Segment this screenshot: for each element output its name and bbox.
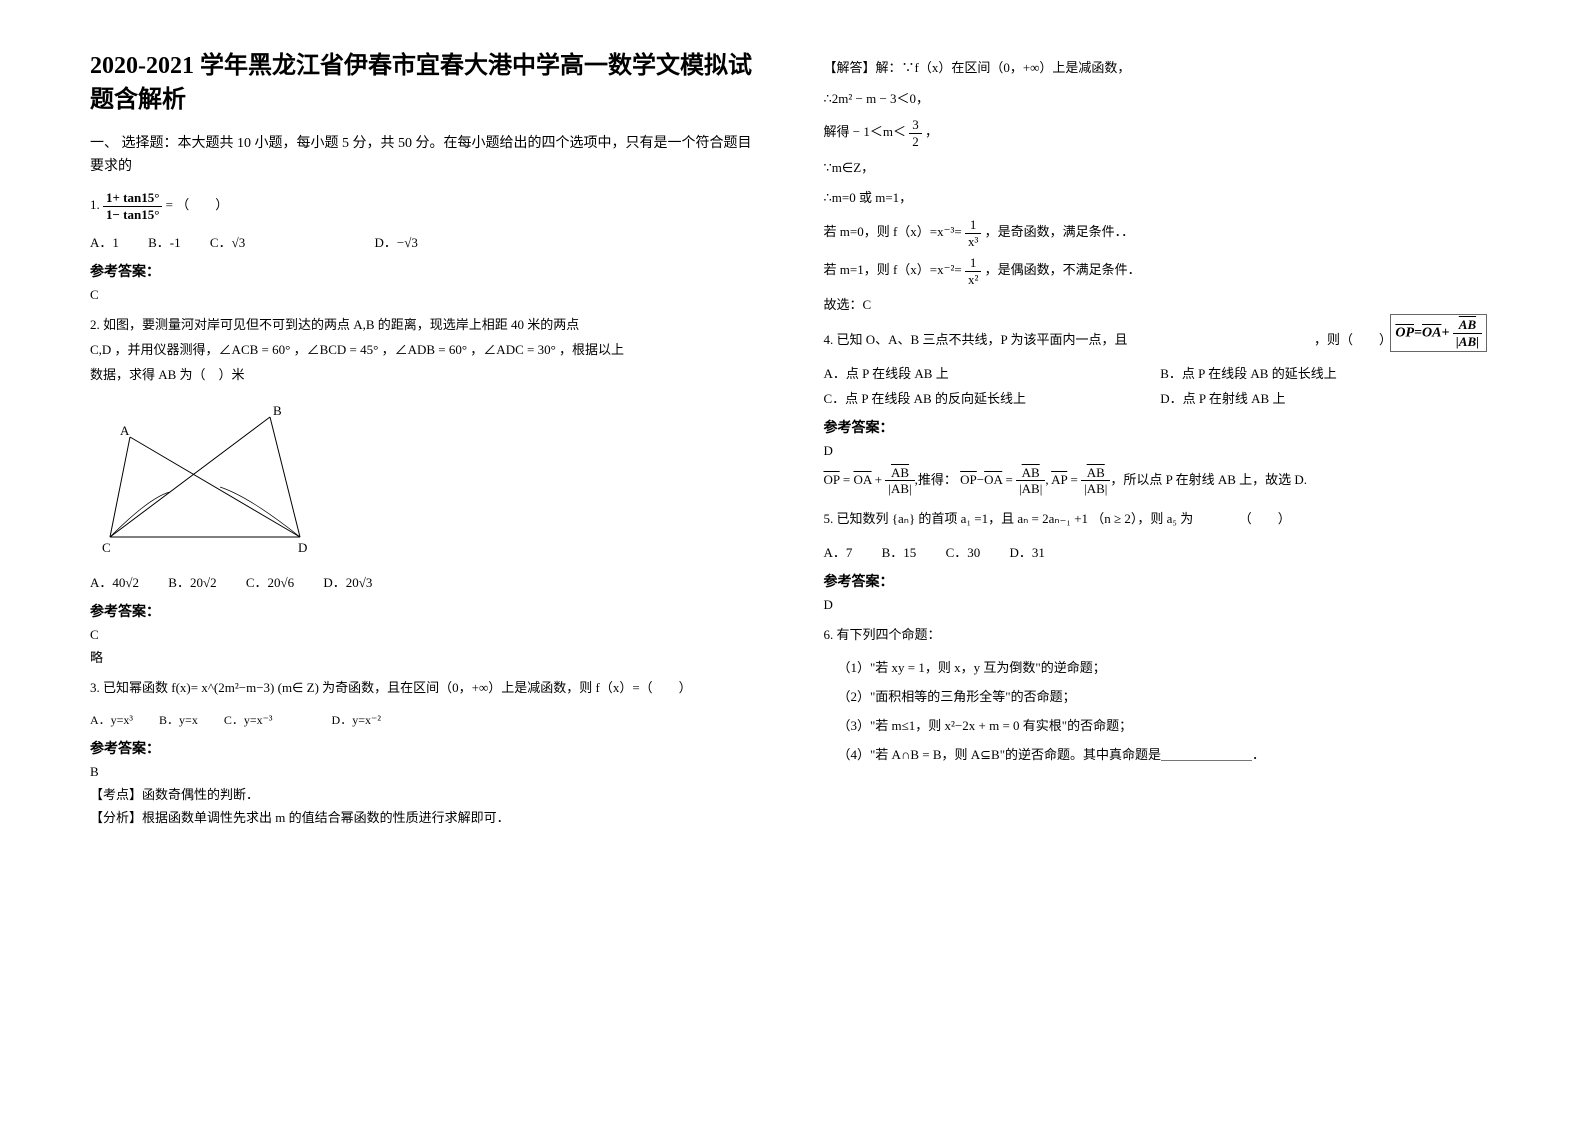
q4-opt-b: B．点 P 在线段 AB 的延长线上 (1160, 363, 1497, 382)
question-3: 3. 已知幂函数 f(x)= x^(2m²−m−3) (m∈ Z) 为奇函数，且… (90, 676, 764, 701)
q1-answer: C (90, 287, 764, 303)
sol-line-7: 若 m=1，则 f（x）=x⁻²= 1 x² ，是偶函数，不满足条件． (824, 255, 1498, 287)
diagram-label-b: B (273, 403, 282, 418)
sol-line-6: 若 m=0，则 f（x）=x⁻³= 1 x³ ，是奇函数，满足条件．． (824, 217, 1498, 249)
q4-vec-oa: OA (1422, 325, 1441, 340)
q2-diagram: A B C D (90, 397, 764, 562)
sol-line-4: ∵m∈Z， (824, 156, 1498, 181)
q1-opt-d: D．−√3 (374, 235, 417, 250)
q4-opt-d: D．点 P 在射线 AB 上 (1160, 388, 1497, 407)
q3-opt-b: B．y=x (159, 713, 198, 727)
question-2: 2. 如图，要测量河对岸可见但不可到达的两点 A,B 的距离，现选岸上相距 40… (90, 313, 764, 387)
q2-opt-d: D．20√3 (323, 575, 372, 590)
sol-line-7-post: ，是偶函数，不满足条件． (985, 262, 1141, 277)
q1-options: A．1 B．-1 C．√3 D．−√3 (90, 232, 764, 251)
q2-options: A．40√2 B．20√2 C．20√6 D．20√3 (90, 572, 764, 591)
q4-vec-op: OP (1395, 325, 1414, 340)
q3-options: A．y=x³ B．y=x C．y=x⁻³ D．y=x⁻² (90, 711, 764, 728)
sol-l3-num: 3 (909, 117, 922, 134)
diagram-label-c: C (102, 540, 111, 555)
q4-stem-a: 4. 已知 O、A、B 三点不共线，P 为该平面内一点，且 (824, 332, 1128, 347)
question-4: OP=OA+ AB |AB| 4. 已知 O、A、B 三点不共线，P 为该平面内… (824, 328, 1498, 353)
sol-l3-den: 2 (909, 134, 922, 150)
q1-opt-c: C．√3 (210, 235, 245, 250)
q2-opt-a: A．40√2 (90, 575, 139, 590)
sol-l6-num: 1 (965, 217, 981, 234)
sol-line-6-post: ，是奇函数，满足条件．． (985, 224, 1135, 239)
sol-l7-num: 1 (965, 255, 981, 272)
q3-opt-c: C．y=x⁻³ (224, 713, 273, 727)
question-1: 1. 1+ tan15° 1− tan15° = （ ） (90, 190, 764, 222)
q1-opt-a: A．1 (90, 235, 119, 250)
q4-stem-b: ，则（ ） (1314, 332, 1392, 347)
sol-line-3: 解得 − 1＜m＜ 3 2 ， (824, 117, 1498, 149)
sol-line-3-post: ， (925, 124, 938, 139)
sol-l6-den: x³ (965, 234, 981, 250)
q2-stem-2: C,D ，并用仪器测得，∠ACB = 60° ，∠BCD = 45° ，∠ADB… (90, 338, 764, 363)
q4-vec-den: |AB| (1453, 334, 1482, 350)
q4-answer-label: 参考答案： (824, 417, 1498, 437)
q4-vec-frac: AB |AB| (1453, 317, 1482, 349)
sol-line-1: 【解答】解：∵f（x）在区间（0，+∞）上是减函数， (824, 56, 1498, 81)
section-1-heading: 一、 选择题：本大题共 10 小题，每小题 5 分，共 50 分。在每小题给出的… (90, 133, 764, 178)
q6-p2: （2）"面积相等的三角形全等"的否命题； (824, 686, 1498, 705)
q3-exp-2: 【分析】根据函数单调性先求出 m 的值结合幂函数的性质进行求解即可． (90, 807, 764, 826)
q6-p3: （3）"若 m≤1，则 x²−2x + m = 0 有实根"的否命题； (824, 715, 1498, 734)
sol-line-7-frac: 1 x² (965, 255, 981, 287)
q1-answer-label: 参考答案： (90, 261, 764, 281)
right-column: 【解答】解：∵f（x）在区间（0，+∞）上是减函数， ∴2m² − m − 3＜… (794, 50, 1528, 1072)
q6-p1: （1）"若 xy = 1，则 x，y 互为倒数"的逆命题； (824, 657, 1498, 676)
diagram-label-d: D (298, 540, 307, 555)
sol-line-3-frac: 3 2 (909, 117, 922, 149)
q2-stem-1: 2. 如图，要测量河对岸可见但不可到达的两点 A,B 的距离，现选岸上相距 40… (90, 313, 764, 338)
q3-answer-label: 参考答案： (90, 738, 764, 758)
q2-opt-b: B．20√2 (168, 575, 216, 590)
sol-l7-den: x² (965, 272, 981, 288)
q5-options: A．7 B．15 C．30 D．31 (824, 542, 1498, 561)
q5-opt-a: A．7 (824, 545, 853, 560)
q5-opt-b: B．15 (882, 545, 917, 560)
q2-extra: 略 (90, 647, 764, 666)
q4-opt-a: A．点 P 在线段 AB 上 (824, 363, 1161, 382)
q1-tail: = （ ） (162, 197, 228, 212)
sol-line-6-frac: 1 x³ (965, 217, 981, 249)
q2-answer: C (90, 627, 764, 643)
question-5: 5. 已知数列 {aₙ} 的首项 a₁ =1，且 aₙ = 2aₙ₋₁ +1 （… (824, 507, 1498, 532)
q6-p4: （4）"若 A∩B = B，则 A⊆B"的逆否命题。其中真命题是＿＿＿＿＿＿＿． (824, 744, 1498, 763)
q5-opt-c: C．30 (946, 545, 981, 560)
q3-exp-1: 【考点】函数奇偶性的判断． (90, 784, 764, 803)
q4-exp-tail: ，所以点 P 在射线 AB 上，故选 D. (1110, 472, 1307, 487)
q3-opt-a: A．y=x³ (90, 713, 133, 727)
q4-vec-num: AB (1453, 317, 1482, 334)
q1-frac-den: 1− tan15° (103, 207, 162, 223)
q1-opt-b: B．-1 (148, 235, 181, 250)
q4-opt-c: C．点 P 在线段 AB 的反向延长线上 (824, 388, 1161, 407)
q5-opt-d: D．31 (1009, 545, 1044, 560)
q5-answer: D (824, 597, 1498, 613)
q2-opt-c: C．20√6 (246, 575, 294, 590)
q4-options-row1: A．点 P 在线段 AB 上 B．点 P 在线段 AB 的延长线上 (824, 363, 1498, 382)
q5-answer-label: 参考答案： (824, 571, 1498, 591)
q4-explanation: OP = OA + AB|AB|,推得： OP−OA = AB|AB|, AP … (824, 465, 1498, 497)
q2-answer-label: 参考答案： (90, 601, 764, 621)
question-6: 6. 有下列四个命题： (824, 623, 1498, 648)
q3-opt-d: D．y=x⁻² (332, 713, 381, 727)
page-title: 2020-2021 学年黑龙江省伊春市宜春大港中学高一数学文模拟试题含解析 (90, 50, 764, 117)
q1-fraction: 1+ tan15° 1− tan15° (103, 190, 162, 222)
q1-frac-num: 1+ tan15° (103, 190, 162, 207)
sol-line-5: ∴m=0 或 m=1， (824, 186, 1498, 211)
left-column: 2020-2021 学年黑龙江省伊春市宜春大港中学高一数学文模拟试题含解析 一、… (60, 50, 794, 1072)
q4-options-row2: C．点 P 在线段 AB 的反向延长线上 D．点 P 在射线 AB 上 (824, 388, 1498, 407)
q3-answer: B (90, 764, 764, 780)
q4-vec-box: OP=OA+ AB |AB| (1390, 314, 1487, 352)
sol-line-7-pre: 若 m=1，则 f（x）=x⁻²= (824, 262, 965, 277)
sol-line-6-pre: 若 m=0，则 f（x）=x⁻³= (824, 224, 965, 239)
sol-line-2: ∴2m² − m − 3＜0， (824, 87, 1498, 112)
q4-answer: D (824, 443, 1498, 459)
sol-line-3-pre: 解得 − 1＜m＜ (824, 124, 906, 139)
diagram-label-a: A (120, 423, 130, 438)
q2-stem-3: 数据，求得 AB 为（ ）米 (90, 363, 764, 388)
